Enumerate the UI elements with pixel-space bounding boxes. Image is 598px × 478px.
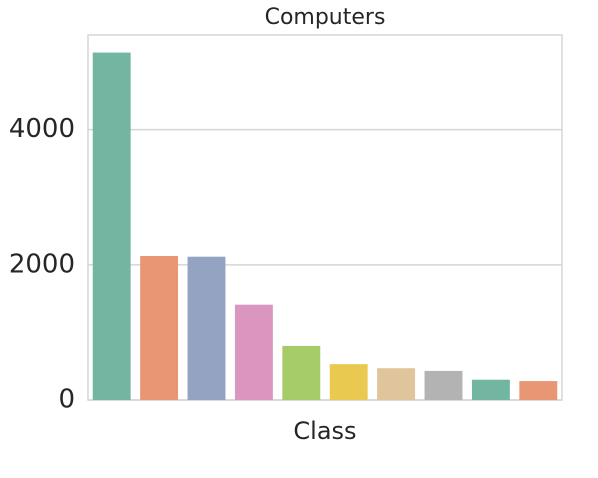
bar	[377, 368, 416, 400]
chart-title: Computers	[265, 5, 386, 30]
plot-frame	[87, 34, 563, 401]
x-axis-label: Class	[293, 417, 356, 445]
y-tick-label: 0	[58, 385, 75, 415]
bar	[471, 379, 510, 400]
bar	[140, 256, 179, 400]
bar	[282, 345, 321, 400]
y-tick-label: 4000	[9, 114, 75, 144]
bar	[187, 256, 226, 400]
bar	[92, 52, 131, 401]
bar	[234, 304, 273, 400]
bar	[519, 381, 558, 400]
bar	[329, 364, 368, 400]
bar	[424, 370, 463, 400]
y-tick-label: 2000	[9, 249, 75, 279]
